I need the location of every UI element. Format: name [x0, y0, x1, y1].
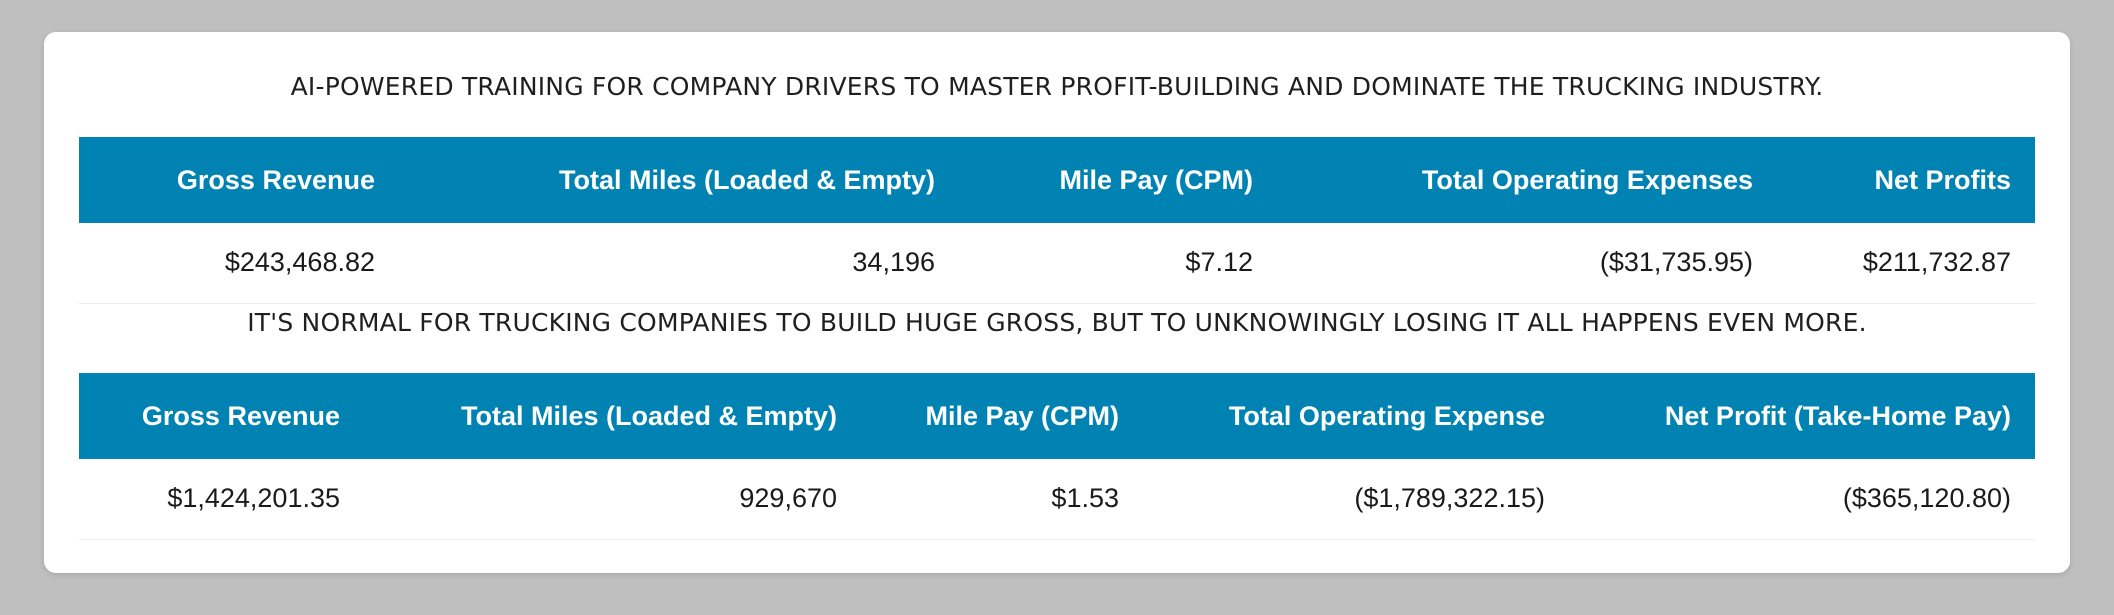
table-header-row: Gross Revenue Total Miles (Loaded & Empt… — [79, 373, 2035, 459]
table-row: $1,424,201.35 929,670 $1.53 ($1,789,322.… — [79, 459, 2035, 539]
header-total-miles: Total Miles (Loaded & Empty) — [460, 400, 837, 431]
cell-mile-pay: $7.12 — [1185, 247, 1253, 278]
header-gross-revenue: Gross Revenue — [176, 164, 375, 195]
cell-total-miles: 929,670 — [739, 483, 837, 514]
content-card: AI-POWERED TRAINING FOR COMPANY DRIVERS … — [44, 32, 2070, 573]
table-header-row: Gross Revenue Total Miles (Loaded & Empt… — [79, 137, 2035, 223]
header-operating-expenses: Total Operating Expenses — [1421, 164, 1753, 195]
header-mile-pay: Mile Pay (CPM) — [925, 400, 1119, 431]
header-operating-expense: Total Operating Expense — [1228, 400, 1545, 431]
header-net-profits: Net Profits — [1874, 164, 2011, 195]
cell-net-profits: $211,732.87 — [1862, 247, 2011, 278]
header-mile-pay: Mile Pay (CPM) — [1059, 164, 1253, 195]
headline-top: AI-POWERED TRAINING FOR COMPANY DRIVERS … — [290, 72, 1824, 101]
cell-mile-pay: $1.53 — [1051, 483, 1119, 514]
table-row: $243,468.82 34,196 $7.12 ($31,735.95) $2… — [79, 223, 2035, 303]
cell-gross-revenue: $243,468.82 — [224, 247, 375, 278]
header-net-profit-take-home: Net Profit (Take-Home Pay) — [1664, 400, 2011, 431]
headline-middle: IT'S NORMAL FOR TRUCKING COMPANIES TO BU… — [247, 308, 1867, 337]
profit-table-company-drivers: Gross Revenue Total Miles (Loaded & Empt… — [79, 137, 2035, 304]
header-total-miles: Total Miles (Loaded & Empty) — [558, 164, 935, 195]
cell-net-profit-take-home: ($365,120.80) — [1842, 483, 2011, 514]
cell-operating-expenses: ($31,735.95) — [1599, 247, 1753, 278]
profit-table-trucking-companies: Gross Revenue Total Miles (Loaded & Empt… — [79, 373, 2035, 540]
cell-gross-revenue: $1,424,201.35 — [167, 483, 340, 514]
header-gross-revenue: Gross Revenue — [141, 400, 340, 431]
cell-operating-expense: ($1,789,322.15) — [1354, 483, 1545, 514]
cell-total-miles: 34,196 — [852, 247, 935, 278]
